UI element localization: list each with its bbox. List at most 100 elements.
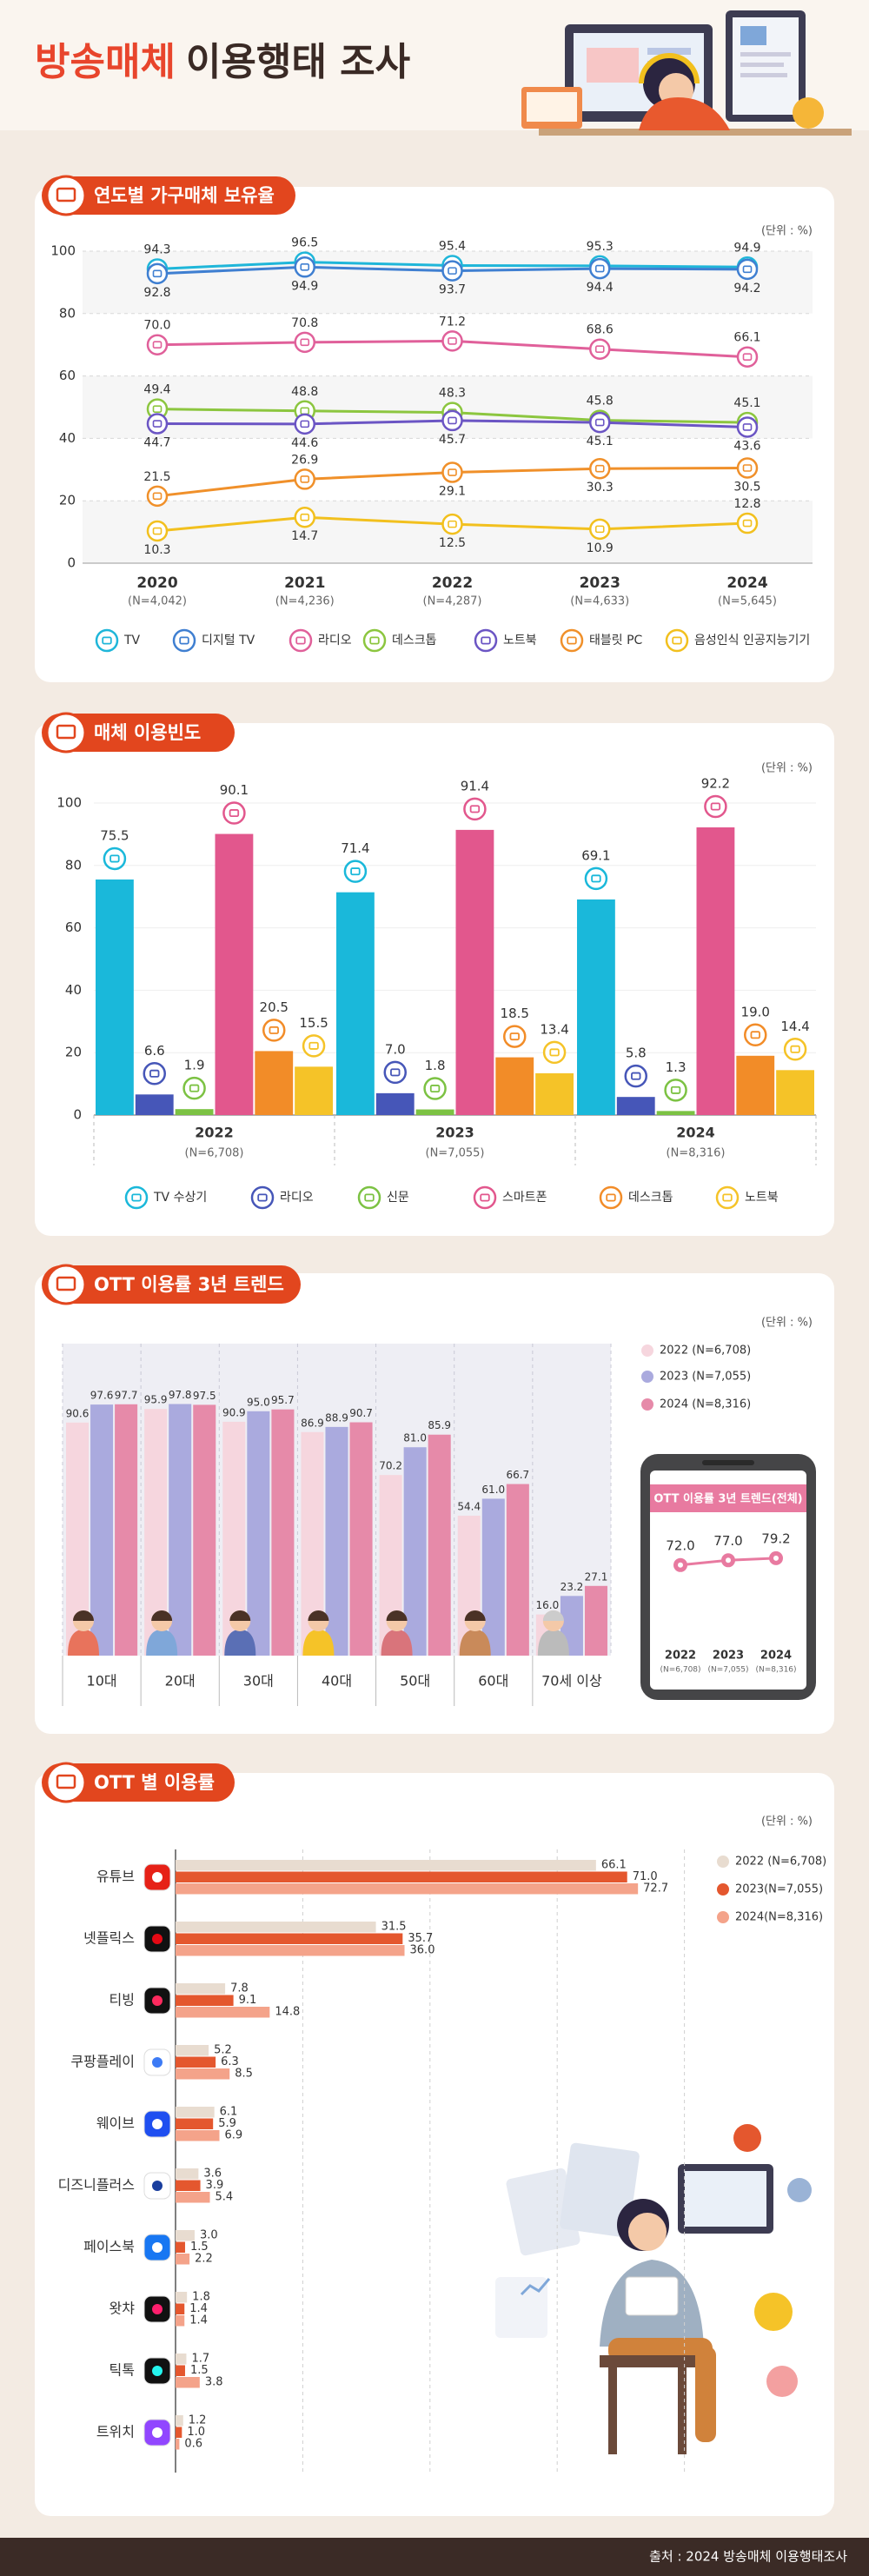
point-icon	[742, 423, 753, 431]
person-body	[302, 1630, 335, 1656]
category-note: (N=8,316)	[667, 1147, 726, 1160]
point	[441, 513, 463, 535]
data-label: 1.3	[666, 1059, 687, 1075]
bar	[736, 1055, 775, 1115]
point-icon	[742, 464, 753, 472]
bar	[255, 1051, 294, 1115]
data-label: 94.4	[587, 281, 614, 295]
category-note: (N=4,042)	[128, 595, 187, 608]
marker-icon	[473, 1185, 497, 1210]
section-icon	[56, 187, 76, 202]
bar	[135, 1094, 174, 1115]
legend-label: TV 수상기	[153, 1191, 207, 1205]
person-hair	[308, 1610, 329, 1621]
bar	[176, 2230, 195, 2241]
header-bg	[0, 0, 869, 130]
point	[736, 457, 759, 479]
legend-label: 음성인식 인공지능기기	[694, 634, 810, 647]
y-tick-label: 20	[59, 493, 76, 508]
marker-icon	[463, 797, 487, 821]
data-label: 3.0	[200, 2229, 218, 2242]
section-icon	[45, 712, 87, 754]
data-label: 5.9	[218, 2117, 236, 2130]
y-tick-label: 60	[65, 920, 82, 935]
page-title: 방송매체 이용행태 조사	[35, 40, 410, 84]
legend-label: 신문	[387, 1191, 409, 1205]
data-label: 48.8	[291, 385, 318, 399]
marker-icon	[102, 636, 112, 645]
legend-label: 디지털 TV	[202, 634, 255, 647]
point-icon	[152, 527, 163, 535]
point	[441, 330, 463, 352]
data-label: 7.0	[385, 1041, 406, 1057]
bar	[176, 2107, 215, 2118]
category-note: (N=5,645)	[718, 595, 777, 608]
marker-icon	[631, 1072, 641, 1080]
data-label: 71.0	[633, 1870, 658, 1883]
legend-swatch	[641, 1371, 653, 1383]
marker-icon	[503, 1025, 527, 1048]
data-label: 6.3	[221, 2055, 239, 2068]
bar	[415, 1109, 454, 1115]
data-label: 94.9	[291, 279, 318, 293]
data-label: 72.0	[666, 1537, 694, 1553]
marker-icon	[143, 1062, 166, 1086]
data-label: 13.4	[540, 1021, 568, 1037]
x-tick-label: 30대	[243, 1673, 274, 1690]
marker-icon	[783, 1038, 807, 1061]
section-icon	[56, 1276, 76, 1291]
y-tick-label: 100	[50, 243, 76, 259]
category-note: (N=4,236)	[275, 595, 335, 608]
point-icon	[742, 353, 753, 362]
bar	[176, 1995, 234, 2006]
point	[146, 520, 169, 542]
data-label: 1.7	[191, 2353, 209, 2366]
y-tick-label: 디즈니플러스	[58, 2177, 135, 2194]
point-icon	[742, 265, 753, 274]
bar	[455, 829, 494, 1115]
data-label: 12.5	[439, 536, 466, 550]
data-label: 70.2	[379, 1460, 402, 1472]
bar	[403, 1447, 427, 1656]
data-label: 97.5	[193, 1390, 216, 1402]
data-label: 21.5	[143, 470, 170, 484]
bar	[175, 1109, 214, 1115]
marker-icon	[95, 628, 119, 653]
x-tick-label: 20대	[165, 1673, 196, 1690]
data-label: 61.0	[481, 1484, 505, 1496]
legend-swatch	[717, 1883, 729, 1895]
data-label: 10.3	[143, 543, 170, 557]
marker-icon	[672, 636, 682, 645]
y-tick-label: 80	[65, 857, 82, 873]
bar	[176, 2439, 180, 2450]
legend-label: 데스크톱	[392, 634, 437, 647]
bar	[176, 2118, 214, 2129]
bar	[349, 1422, 373, 1656]
data-label: 9.1	[239, 1994, 257, 2007]
data-label: 31.5	[381, 1921, 407, 1934]
bar	[336, 892, 375, 1115]
data-label: 5.2	[214, 2044, 232, 2057]
bar	[176, 1933, 403, 1944]
category-note: (N=4,287)	[423, 595, 482, 608]
service-logo-mark	[152, 2057, 163, 2068]
x-tick-label: 2023	[713, 1650, 744, 1663]
x-tick-label: 2023	[580, 574, 620, 592]
section-pill	[42, 1763, 235, 1802]
section-icon	[45, 1762, 87, 1803]
data-label: 10.9	[587, 541, 614, 555]
bar	[176, 2192, 210, 2203]
section-pill	[42, 176, 295, 215]
x-tick-label: 2022	[432, 574, 473, 592]
y-tick-label: 0	[73, 1107, 82, 1123]
service-logo-mark	[152, 2304, 163, 2314]
point-icon	[152, 269, 163, 278]
data-label: 54.4	[457, 1500, 481, 1512]
point	[294, 256, 315, 278]
marker-icon	[474, 628, 498, 653]
data-label: 45.1	[587, 435, 614, 448]
marker-icon	[744, 1023, 767, 1047]
data-label: 91.4	[461, 778, 489, 793]
reader-illustration	[495, 2124, 812, 2454]
marker-icon	[172, 628, 196, 653]
